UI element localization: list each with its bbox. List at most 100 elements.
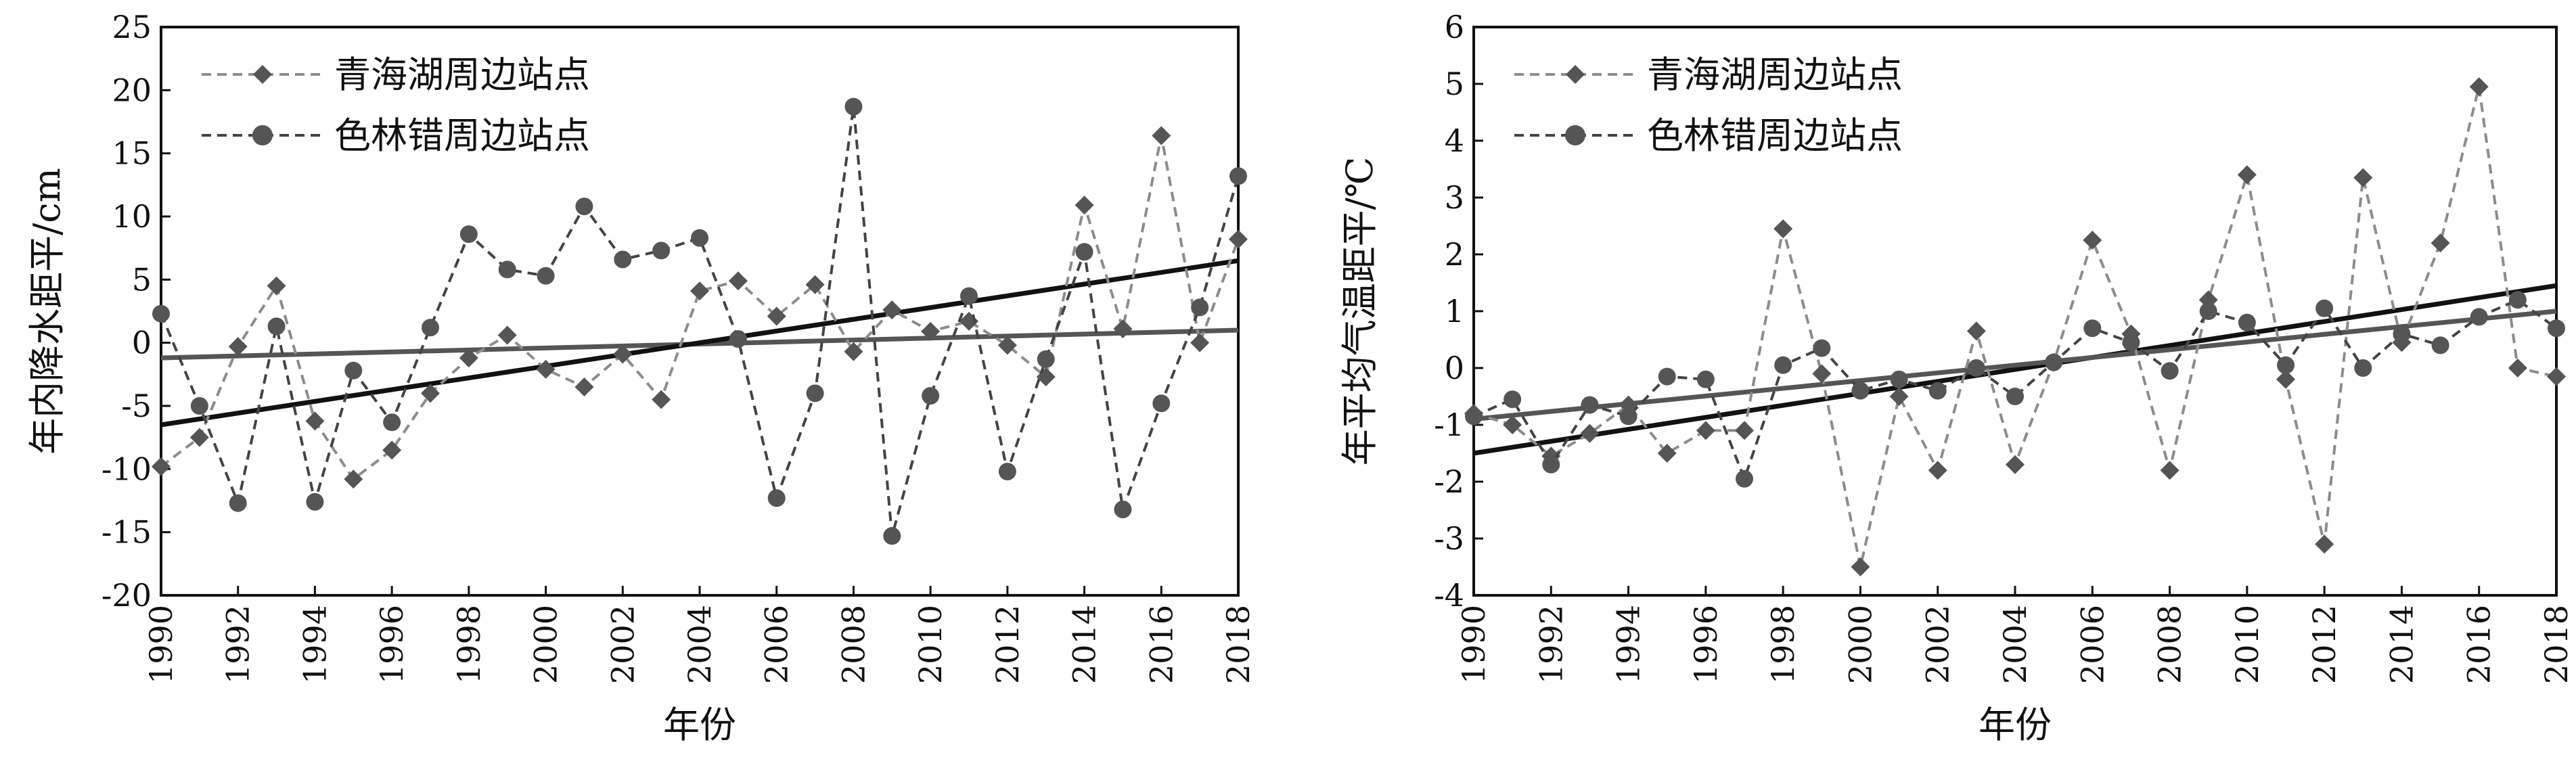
temperature-chart: -4 -3 -2 -1 0 1 2 3 4 5 6 1990 1992 1994 1996 1998 2000 2… xyxy=(1338,9,2575,746)
data-point-diamond xyxy=(228,337,248,357)
data-point-circle xyxy=(2508,291,2527,309)
data-point-circle xyxy=(1813,339,1831,357)
data-point-circle xyxy=(1114,501,1132,519)
x-tick-label: 1992 xyxy=(1533,605,1569,684)
data-point-circle xyxy=(2393,325,2411,343)
data-point-diamond xyxy=(536,359,556,379)
data-point-circle xyxy=(498,260,516,279)
data-point-diamond xyxy=(2547,367,2566,386)
x-tick-label: 1996 xyxy=(1688,605,1724,684)
data-point-circle xyxy=(998,463,1016,481)
x-tick-label: 1990 xyxy=(1455,605,1492,684)
y-tick-label: -20 xyxy=(101,577,152,614)
data-point-diamond xyxy=(2431,233,2450,253)
x-tick-label: 2008 xyxy=(2152,605,2188,684)
data-point-diamond xyxy=(1113,319,1133,339)
y-tick-label: -4 xyxy=(1434,577,1464,614)
x-tick-label: 2014 xyxy=(2383,605,2420,684)
data-point-diamond xyxy=(1889,387,1909,406)
data-point-circle xyxy=(2238,313,2256,331)
data-point-circle xyxy=(1504,390,1522,409)
data-point-diamond xyxy=(1229,229,1248,249)
data-point-diamond xyxy=(421,384,440,403)
data-point-diamond xyxy=(2083,231,2102,250)
legend-label: 色林错周边站点 xyxy=(1647,114,1903,157)
x-tick-label: 2010 xyxy=(2229,605,2265,684)
data-point-circle xyxy=(537,267,555,285)
data-point-circle xyxy=(267,317,286,336)
data-point-circle xyxy=(2354,359,2372,377)
x-tick-label: 1996 xyxy=(374,605,410,684)
x-tick-label: 2000 xyxy=(1842,605,1878,684)
x-tick-label: 1992 xyxy=(220,605,256,684)
data-point-circle xyxy=(2315,299,2334,317)
data-point-diamond xyxy=(613,344,633,364)
legend-marker-circle xyxy=(252,125,273,145)
y-tick-label: 5 xyxy=(1445,66,1464,102)
y-tick-label: 0 xyxy=(132,325,152,361)
x-tick-label: 1998 xyxy=(1765,605,1801,684)
x-tick-label: 2014 xyxy=(1066,605,1103,684)
data-point-circle xyxy=(652,242,671,260)
data-point-circle xyxy=(767,489,786,507)
x-tick-label: 2018 xyxy=(2538,605,2575,684)
series-line-selinco xyxy=(160,106,1240,536)
data-point-circle xyxy=(2470,308,2488,326)
data-point-circle xyxy=(922,387,940,405)
data-point-circle xyxy=(1928,382,1947,400)
data-point-diamond xyxy=(1657,444,1677,463)
data-point-circle xyxy=(1075,243,1093,261)
data-point-diamond xyxy=(189,428,209,447)
y-tick-label: 25 xyxy=(112,9,152,45)
trend-line xyxy=(1473,283,2557,456)
data-point-diamond xyxy=(1075,196,1094,215)
y-tick-label: -10 xyxy=(101,451,152,487)
y-tick-label: -15 xyxy=(101,514,152,551)
data-point-circle xyxy=(2006,388,2024,405)
data-point-diamond xyxy=(652,390,671,409)
x-tick-label: 2008 xyxy=(835,605,872,684)
data-point-diamond xyxy=(2315,534,2334,554)
legend-label: 色林错周边站点 xyxy=(334,114,590,157)
y-tick-label: 2 xyxy=(1445,236,1464,273)
data-point-diamond xyxy=(1580,423,1600,443)
data-point-diamond xyxy=(1735,421,1754,440)
data-point-diamond xyxy=(805,275,825,294)
data-point-circle xyxy=(2199,302,2217,320)
data-point-circle xyxy=(459,225,478,244)
x-tick-label: 2006 xyxy=(2074,605,2110,684)
data-point-circle xyxy=(2083,319,2102,338)
trend-line xyxy=(1473,308,2557,422)
x-tick-label: 2006 xyxy=(759,605,795,684)
x-tick-label: 2010 xyxy=(912,605,949,684)
data-point-diamond xyxy=(1851,557,1870,576)
data-point-circle xyxy=(1774,356,1792,374)
data-point-circle xyxy=(1658,367,1676,386)
y-tick-label: 1 xyxy=(1445,293,1464,329)
data-point-diamond xyxy=(2508,359,2527,377)
data-point-circle xyxy=(1191,298,1209,317)
y-tick-label: -5 xyxy=(121,388,152,424)
data-point-circle xyxy=(1696,370,1715,388)
data-point-diamond xyxy=(2160,461,2179,480)
y-tick-label: 6 xyxy=(1445,9,1464,45)
y-axis-title: 年平均气温距平/℃ xyxy=(1338,157,1381,466)
data-point-circle xyxy=(190,397,208,415)
data-point-circle xyxy=(422,319,439,337)
data-point-diamond xyxy=(2006,455,2025,474)
data-point-diamond xyxy=(1812,364,1832,384)
plot-frame xyxy=(160,26,1240,597)
data-point-diamond xyxy=(1928,461,1947,480)
y-tick-label: 20 xyxy=(112,72,152,108)
data-point-diamond xyxy=(1152,126,1171,145)
data-point-circle xyxy=(1229,167,1247,185)
x-tick-label: 2004 xyxy=(681,605,718,684)
data-point-circle xyxy=(1152,394,1171,413)
data-point-circle xyxy=(883,527,901,545)
data-point-circle xyxy=(1542,455,1560,474)
data-point-diamond xyxy=(921,321,941,341)
data-point-circle xyxy=(229,494,247,512)
data-point-diamond xyxy=(728,271,748,291)
y-tick-label: 5 xyxy=(132,261,152,298)
